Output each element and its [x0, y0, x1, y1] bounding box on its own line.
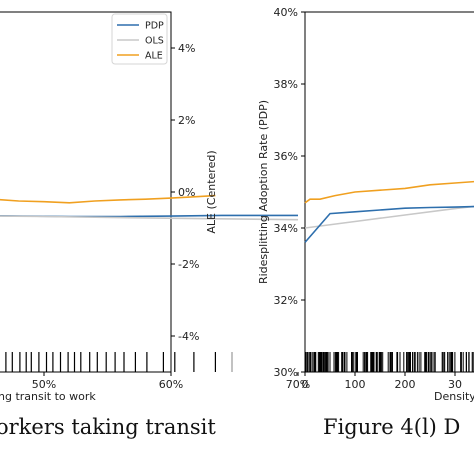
left-caption: orkers taking transit: [0, 415, 216, 439]
right-x-ticks: 0 100 200 30: [302, 372, 462, 391]
right-y-ticks: 40% 38% 36% 34% 32% 30%: [274, 6, 305, 379]
right-series-lines: [304, 180, 474, 243]
left-chart-panel: 50% 60% 70% 4% 2% 0% -2% -4% ng transit to wor…: [0, 11, 310, 403]
left-rug-marks: [5, 352, 233, 372]
legend-ols-label: OLS: [145, 36, 164, 47]
legend-pdp-label: PDP: [145, 21, 164, 32]
left-plot-frame: [0, 11, 172, 373]
right-y-tick-label: 30%: [274, 366, 298, 379]
right-caption: Figure 4(l) D: [323, 415, 460, 439]
left-x-tick-label: 50%: [32, 378, 56, 391]
left-y-tick-label: 2%: [178, 114, 195, 127]
right-line-pdp: [304, 205, 474, 243]
right-x-tick-label: 100: [345, 378, 366, 391]
right-y-tick-label: 40%: [274, 6, 298, 19]
left-x-ticks: 50% 60% 70%: [32, 372, 310, 391]
left-line-ols: [0, 215, 299, 221]
legend-box: [111, 13, 168, 65]
right-y-tick-label: 36%: [274, 150, 298, 163]
left-y-tick-label: -2%: [178, 258, 199, 271]
left-y-ticks: 4% 2% 0% -2% -4%: [171, 42, 199, 343]
left-y-tick-label: -4%: [178, 330, 199, 343]
right-x-tick-label: 30: [448, 378, 462, 391]
left-line-ale: [0, 194, 216, 204]
right-rug-marks: [304, 352, 474, 372]
right-y-tick-label: 34%: [274, 222, 298, 235]
right-plot-frame: [304, 11, 474, 373]
left-x-tick-label: 60%: [159, 378, 183, 391]
left-y-axis-label: ALE (Centered): [205, 150, 218, 233]
left-x-axis-label: ng transit to work: [0, 390, 96, 403]
right-x-tick-label: 200: [395, 378, 416, 391]
left-y-tick-label: 4%: [178, 42, 195, 55]
right-x-tick-label: 0: [302, 378, 309, 391]
right-line-ale: [304, 180, 474, 204]
right-y-axis-label: Ridesplitting Adoption Rate (PDP): [257, 100, 270, 284]
legend-ale-label: ALE: [145, 51, 163, 62]
left-y-tick-label: 0%: [178, 186, 195, 199]
legend: PDP OLS ALE: [111, 13, 168, 65]
right-y-tick-label: 38%: [274, 78, 298, 91]
left-x-tick-label: 70%: [286, 378, 310, 391]
right-x-axis-label: Density: [434, 390, 474, 403]
right-y-tick-label: 32%: [274, 294, 298, 307]
left-series-lines: [0, 194, 299, 221]
right-chart-panel: 0 100 200 30 40% 38% 36% 34% 32% 30% Density Rid…: [257, 6, 474, 403]
